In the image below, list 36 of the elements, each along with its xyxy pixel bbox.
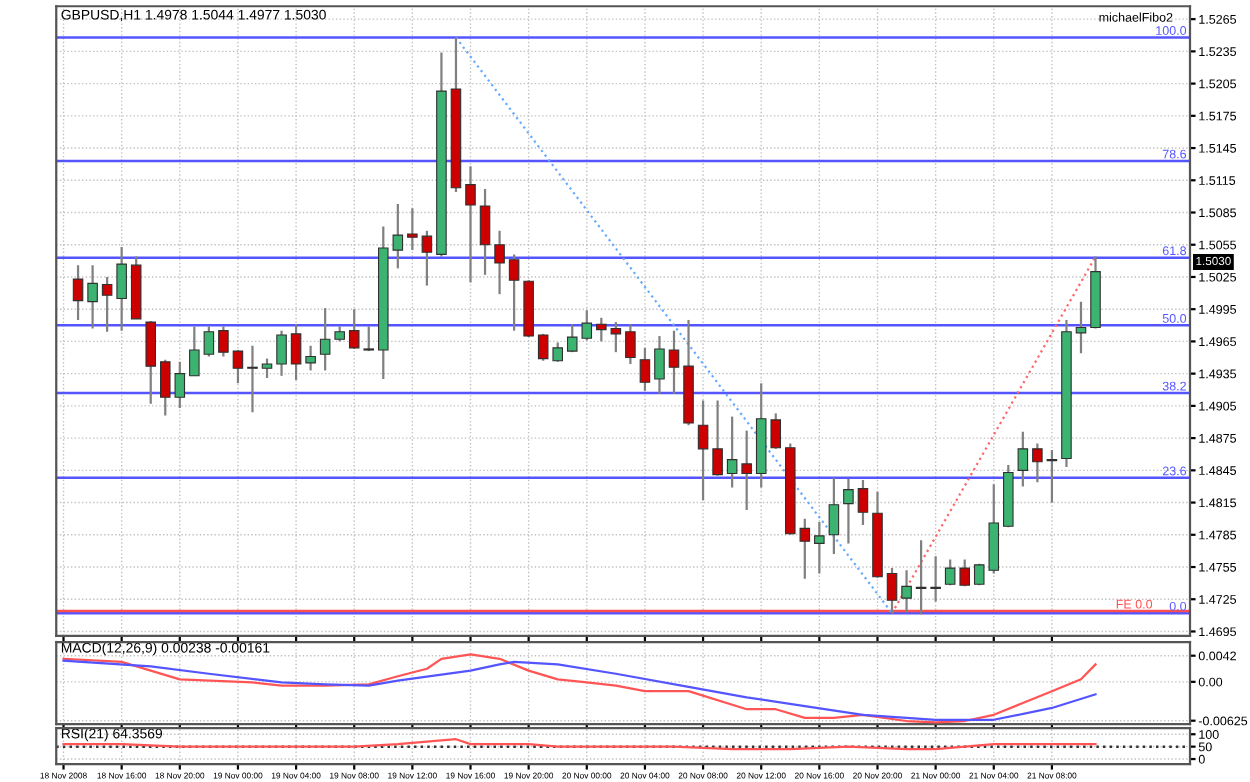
candlestick <box>915 539 927 616</box>
candlestick <box>247 344 258 414</box>
candlestick <box>421 229 433 287</box>
candlestick <box>1075 300 1087 355</box>
candlestick <box>232 348 244 385</box>
candlestick <box>814 520 825 575</box>
candlestick <box>843 477 854 545</box>
candlestick <box>508 253 520 332</box>
candlestick <box>218 325 229 358</box>
candlestick <box>1032 442 1043 484</box>
candlestick <box>712 399 723 477</box>
candlestick <box>407 207 418 252</box>
candlestick <box>72 264 84 322</box>
candlestick <box>1046 448 1058 504</box>
candlestick <box>116 245 127 332</box>
candlestick <box>639 346 651 392</box>
candlestick <box>654 334 665 396</box>
candlestick <box>145 319 157 405</box>
candlestick <box>901 569 912 614</box>
candlestick <box>857 478 869 527</box>
candlestick <box>261 357 273 380</box>
candlestick <box>668 329 680 396</box>
candlestick <box>87 264 98 330</box>
candlestick <box>276 329 287 377</box>
candlestick <box>886 566 898 615</box>
candlestick <box>697 399 709 502</box>
candlestick <box>479 187 491 276</box>
candlestick <box>305 344 316 372</box>
candlestick <box>930 555 941 603</box>
candlestick <box>1017 430 1029 488</box>
candlestick <box>290 323 302 382</box>
candlestick <box>625 323 636 366</box>
candlestick <box>828 476 840 556</box>
candlestick <box>101 275 113 333</box>
candlestick <box>465 165 476 284</box>
candlestick <box>494 229 505 296</box>
